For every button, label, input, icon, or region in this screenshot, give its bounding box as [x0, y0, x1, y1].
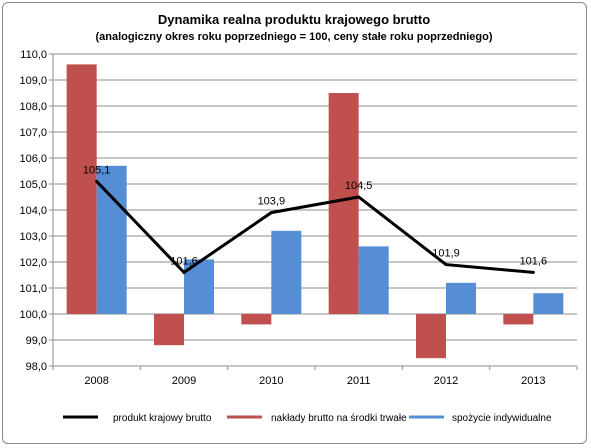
bar-spozycie-2011	[358, 246, 389, 314]
bar-spozycie-2013	[533, 293, 564, 314]
pkb-point-2008	[95, 179, 99, 183]
y-tick-label: 101,0	[19, 283, 47, 295]
legend-label-2: spożycie indywidualne	[452, 413, 552, 424]
pkb-line	[95, 180, 534, 275]
bar-spozycie-2008	[96, 165, 127, 314]
bar-spozycie-2010	[271, 230, 302, 314]
pkb-point-2013	[531, 270, 535, 274]
y-tick-label: 105,0	[19, 179, 47, 191]
chart-title: Dynamika realna produktu krajowego brutt…	[158, 12, 430, 27]
y-tick-label: 110,0	[20, 49, 47, 61]
y-tick-label: 99,0	[26, 335, 47, 347]
y-tick-label: 108,0	[19, 101, 47, 113]
bar-naklady-2013	[503, 314, 534, 325]
pkb-data-label: 105,1	[83, 164, 111, 176]
pkb-point-2012	[444, 263, 448, 267]
tick-labels: 98,0 99,0 100,0 101,0 102,0 103,0 104,0 105,0 10…	[19, 49, 545, 387]
pkb-data-label: 101,9	[432, 248, 460, 260]
gridlines	[53, 53, 577, 367]
pkb-point-2009	[182, 270, 186, 274]
x-tick-label: 2008	[84, 375, 108, 387]
pkb-point-2010	[269, 211, 273, 215]
y-tick-label: 103,0	[19, 231, 47, 243]
x-tick-label: 2009	[172, 375, 196, 387]
bar-naklady-2011	[328, 93, 359, 314]
bar-naklady-2010	[241, 314, 272, 325]
legend: produkt krajowy brutto nakłady brutto na …	[63, 413, 552, 424]
y-tick-label: 104,0	[19, 205, 47, 217]
line-series: 105,1 101,6 103,9 104,5 101,9 101,6	[83, 164, 548, 275]
bar-spozycie-2012	[446, 282, 476, 314]
pkb-data-label: 104,5	[345, 180, 373, 192]
chart-subtitle: (analogiczny okres roku poprzedniego = 1…	[95, 31, 492, 43]
x-tick-label: 2010	[259, 375, 283, 387]
pkb-point-2011	[357, 195, 361, 199]
x-tick-label: 2012	[434, 375, 458, 387]
pkb-data-label: 101,6	[520, 255, 548, 267]
y-tick-label: 109,0	[19, 75, 47, 87]
legend-label-0: produkt krajowy brutto	[113, 413, 212, 424]
pkb-data-label: 103,9	[258, 196, 286, 208]
y-tick-label: 102,0	[19, 257, 47, 269]
bar-naklady-2008	[66, 64, 97, 315]
bars	[66, 64, 564, 359]
y-tick-label: 98,0	[26, 361, 47, 373]
x-tick-label: 2011	[347, 375, 371, 387]
axes	[49, 53, 578, 370]
chart-frame: Dynamika realna produktu krajowego brutt…	[2, 2, 587, 444]
x-tick-label: 2013	[521, 375, 545, 387]
chart: Dynamika realna produktu krajowego brutt…	[19, 12, 578, 424]
y-tick-label: 100,0	[19, 309, 47, 321]
y-tick-label: 107,0	[19, 127, 47, 139]
pkb-data-label: 101,6	[170, 255, 198, 267]
legend-label-1: nakłady brutto na środki trwałe	[271, 413, 407, 424]
y-tick-label: 106,0	[19, 153, 47, 165]
bar-naklady-2012	[416, 314, 446, 359]
bar-naklady-2009	[154, 314, 184, 346]
